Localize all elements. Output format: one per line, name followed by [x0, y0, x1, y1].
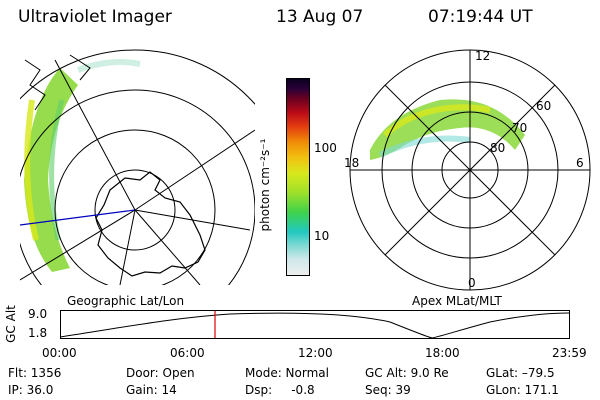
- mlt-label-6: 6: [576, 156, 584, 170]
- altitude-plot: [60, 310, 570, 339]
- terminator-line: [20, 209, 136, 226]
- status-ip: IP: 36.0: [8, 383, 54, 397]
- time-label: 07:19:44 UT: [428, 7, 533, 27]
- status-flt: Flt: 1356: [8, 366, 62, 380]
- colorbar-label: photon cm⁻²s⁻¹: [258, 138, 272, 232]
- alt-xtick-0000: 00:00: [42, 346, 77, 360]
- mlt-label-18: 18: [344, 156, 359, 170]
- geographic-caption: Geographic Lat/Lon: [67, 294, 185, 308]
- alt-xtick-2359: 23:59: [552, 346, 587, 360]
- mlat-label-80: 80: [490, 141, 505, 155]
- mlat-mlt-map: 12 0 18 6 60 70 80: [344, 49, 591, 291]
- mlat-label-60: 60: [536, 99, 551, 113]
- mlat-label-70: 70: [512, 121, 527, 135]
- geographic-map: [20, 49, 255, 285]
- alt-ylabel: GC Alt: [4, 305, 18, 343]
- status-door: Door: Open: [126, 366, 195, 380]
- date-label: 13 Aug 07: [276, 7, 364, 27]
- alt-ytick-1-8: 1.8: [28, 326, 48, 340]
- alt-xtick-1200: 12:00: [298, 346, 333, 360]
- mlt-label-0: 0: [468, 276, 476, 290]
- colorbar-tick-100: 100: [314, 141, 337, 155]
- status-gc-alt: GC Alt: 9.0 Re: [365, 366, 449, 380]
- mlt-caption: Apex MLat/MLT: [412, 294, 502, 308]
- alt-xtick-0600: 06:00: [170, 346, 205, 360]
- status-glat: GLat: –79.5: [486, 366, 555, 380]
- status-seq: Seq: 39: [365, 383, 411, 397]
- colorbar: [286, 78, 310, 276]
- status-dsp: Dsp: -0.8: [245, 383, 315, 397]
- mlt-label-12: 12: [475, 49, 490, 63]
- antarctica-coastline: [95, 171, 206, 277]
- alt-ytick-9: 9.0: [28, 307, 48, 321]
- aurora-band-geographic: [24, 59, 141, 272]
- status-mode: Mode: Normal: [245, 366, 329, 380]
- status-gain: Gain: 14: [126, 383, 177, 397]
- status-glon: GLon: 171.1: [486, 383, 559, 397]
- colorbar-tick-10: 10: [314, 229, 330, 243]
- alt-xtick-1800: 18:00: [425, 346, 460, 360]
- instrument-title: Ultraviolet Imager: [18, 7, 172, 27]
